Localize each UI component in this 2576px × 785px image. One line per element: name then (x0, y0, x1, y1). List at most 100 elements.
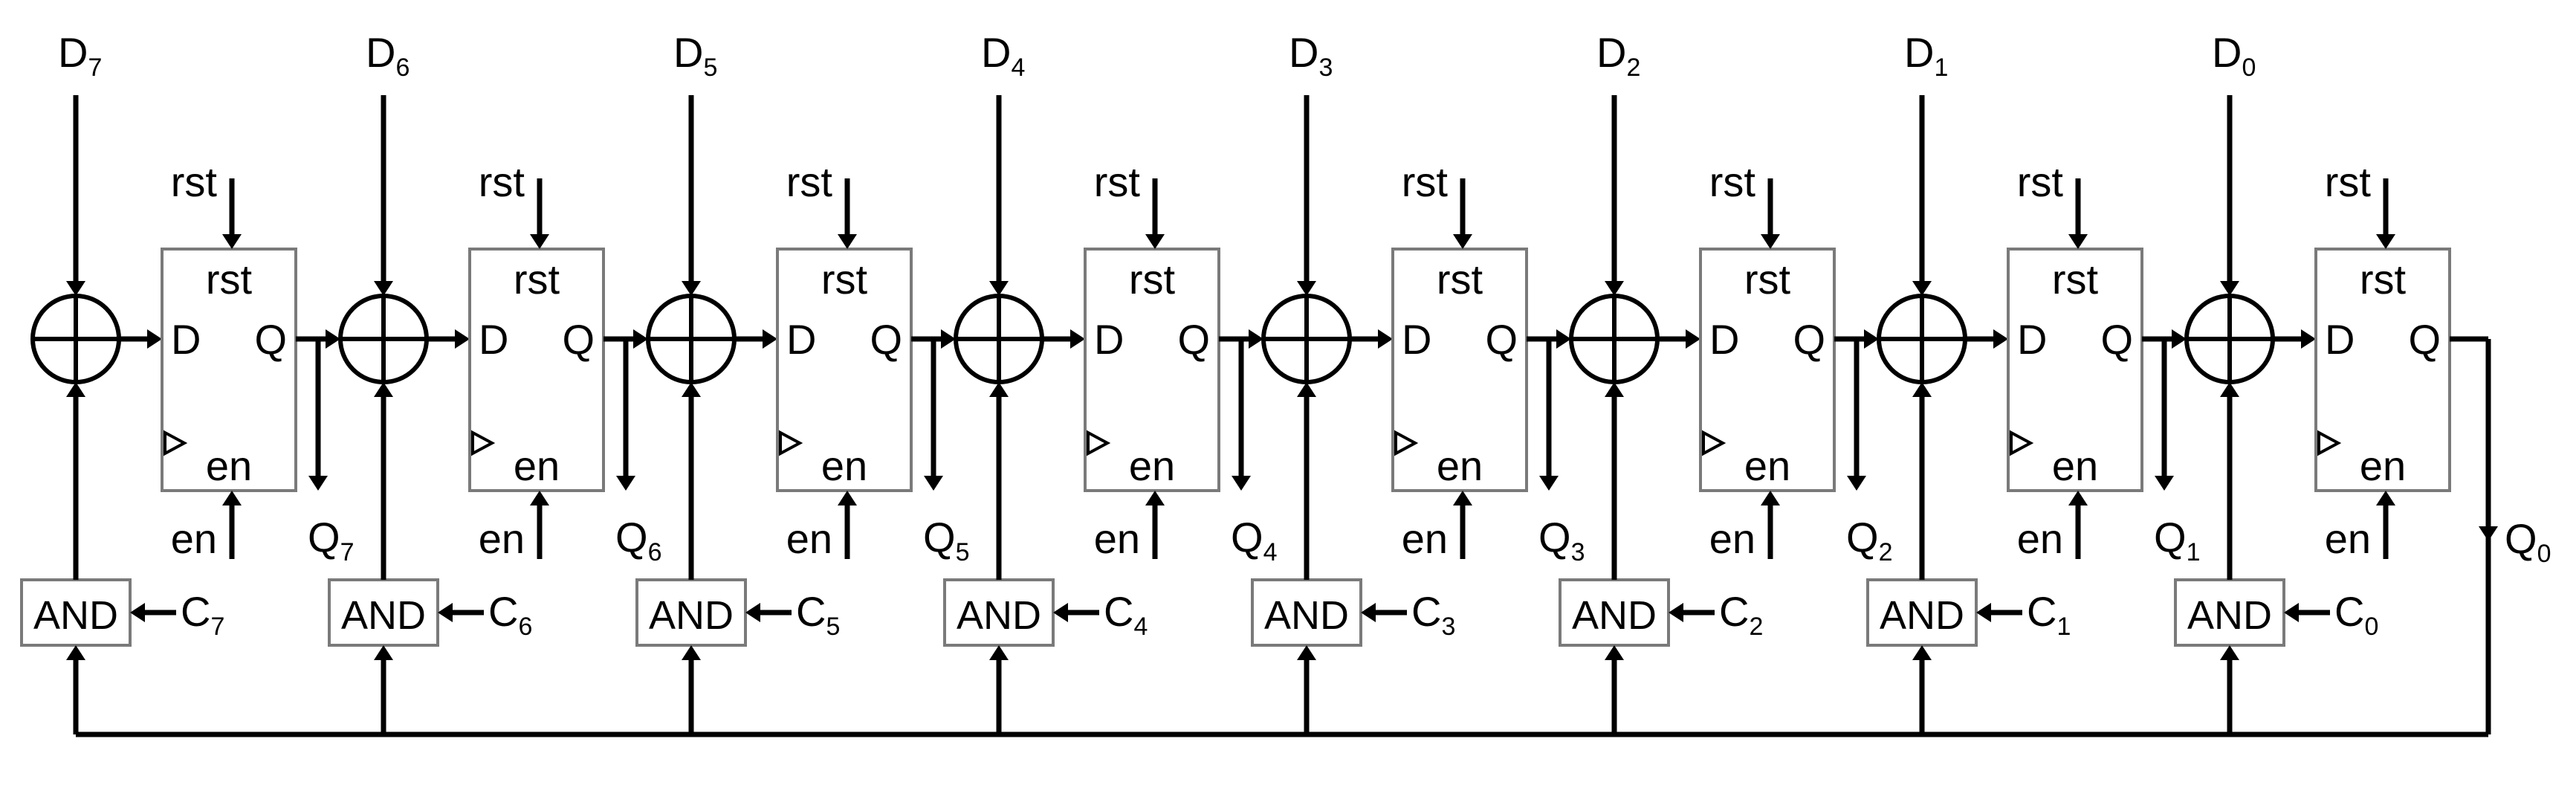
flip-flop-en-port-2: en (1744, 442, 1790, 489)
flip-flop-rst-port-4: rst (1129, 256, 1176, 303)
flip-flop-d-port-1: D (2017, 316, 2047, 363)
data-input-arrow-6 (374, 281, 393, 296)
xor-to-ff-arrow-6 (455, 329, 470, 349)
and-to-xor-arrow-3 (1297, 382, 1316, 397)
flip-flop-q-port-4: Q (1177, 316, 1210, 363)
flip-flop-en-port-0: en (2360, 442, 2406, 489)
xor-to-ff-arrow-4 (1070, 329, 1085, 349)
coefficient-label-7: C7 (181, 588, 224, 641)
xor-to-ff-arrow-3 (1378, 329, 1393, 349)
rst-input-arrow-7 (222, 234, 242, 249)
rst-input-arrow-2 (1761, 234, 1780, 249)
rst-input-label-0: rst (2325, 158, 2372, 205)
xor-to-ff-arrow-2 (1686, 329, 1700, 349)
flip-flop-q-port-5: Q (870, 316, 902, 363)
rst-input-arrow-1 (2068, 234, 2088, 249)
flip-flop-q-port-3: Q (1485, 316, 1518, 363)
flip-flop-7 (161, 248, 297, 492)
and-gate-label-4: AND (957, 593, 1041, 638)
flip-flop-2 (1699, 248, 1836, 492)
rst-input-arrow-4 (1145, 234, 1165, 249)
clock-triangle-icon-0 (2317, 430, 2342, 456)
flip-flop-rst-port-3: rst (1437, 256, 1483, 303)
coefficient-label-3: C3 (1411, 588, 1455, 641)
flip-flop-rst-port-2: rst (1744, 256, 1791, 303)
flip-flop-en-port-3: en (1437, 442, 1483, 489)
coefficient-label-4: C4 (1104, 588, 1148, 641)
flip-flop-rst-port-0: rst (2360, 256, 2407, 303)
q-output-label-7: Q7 (308, 514, 354, 566)
q-output-label-6: Q6 (615, 514, 661, 566)
q-output-arrow-2 (1847, 476, 1866, 491)
rst-input-label-5: rst (786, 158, 833, 205)
flip-flop-q-port-7: Q (254, 316, 287, 363)
q-output-label-2: Q2 (1846, 514, 1892, 566)
data-input-label-1: D1 (1904, 29, 1948, 82)
en-input-label-3: en (1402, 515, 1448, 562)
en-input-label-0: en (2325, 515, 2371, 562)
q-last-arrow-0 (2479, 526, 2498, 541)
en-input-label-1: en (2017, 515, 2063, 562)
flip-flop-en-port-5: en (821, 442, 867, 489)
flip-flop-d-port-4: D (1094, 316, 1124, 363)
rst-input-label-3: rst (1402, 158, 1449, 205)
q-output-arrow-1 (2155, 476, 2174, 491)
data-input-arrow-5 (682, 281, 701, 296)
en-input-arrow-6 (530, 491, 549, 505)
data-input-arrow-3 (1297, 281, 1316, 296)
en-input-arrow-1 (2068, 491, 2088, 505)
flip-flop-4 (1084, 248, 1220, 492)
flip-flop-d-port-7: D (171, 316, 201, 363)
coefficient-label-5: C5 (796, 588, 840, 641)
flip-flop-q-port-1: Q (2100, 316, 2133, 363)
and-gate-label-2: AND (1572, 593, 1657, 638)
q-output-arrow-3 (1539, 476, 1559, 491)
q-output-arrow-5 (924, 476, 943, 491)
coefficient-arrow-6 (438, 603, 453, 622)
and-gate-1 (1866, 578, 1978, 647)
en-input-label-2: en (1709, 515, 1755, 562)
and-to-xor-arrow-5 (682, 382, 701, 397)
data-input-arrow-0 (2220, 281, 2239, 296)
and-gate-label-7: AND (33, 593, 118, 638)
data-input-arrow-7 (66, 281, 85, 296)
q-forward-arrow-7 (326, 329, 340, 349)
flip-flop-q-port-6: Q (562, 316, 595, 363)
flip-flop-d-port-6: D (479, 316, 508, 363)
coefficient-arrow-4 (1053, 603, 1068, 622)
data-input-arrow-1 (1912, 281, 1932, 296)
data-input-label-3: D3 (1289, 29, 1333, 82)
data-input-label-6: D6 (366, 29, 410, 82)
clock-triangle-icon-3 (1394, 430, 1419, 456)
q-forward-arrow-6 (633, 329, 648, 349)
and-gate-label-0: AND (2187, 593, 2272, 638)
rst-input-arrow-0 (2376, 234, 2395, 249)
q-output-label-1: Q1 (2154, 514, 2200, 566)
en-input-label-5: en (786, 515, 832, 562)
coefficient-label-2: C2 (1719, 588, 1763, 641)
clock-triangle-icon-6 (471, 430, 496, 456)
flip-flop-d-port-5: D (786, 316, 816, 363)
coefficient-label-1: C1 (2027, 588, 2071, 641)
flip-flop-rst-port-6: rst (514, 256, 560, 303)
and-to-xor-arrow-0 (2220, 382, 2239, 397)
q-output-label-4: Q4 (1231, 514, 1277, 566)
clock-triangle-icon-4 (1087, 430, 1111, 456)
coefficient-label-0: C0 (2334, 588, 2378, 641)
feedback-to-and-arrow-7 (66, 645, 85, 660)
and-to-xor-arrow-4 (989, 382, 1009, 397)
flip-flop-en-port-4: en (1129, 442, 1175, 489)
and-gate-label-5: AND (649, 593, 734, 638)
q-forward-arrow-2 (1864, 329, 1879, 349)
data-input-label-2: D2 (1596, 29, 1640, 82)
q-output-label-0: Q0 (2505, 515, 2551, 568)
coefficient-arrow-5 (745, 603, 760, 622)
and-to-xor-arrow-6 (374, 382, 393, 397)
rst-input-arrow-5 (838, 234, 857, 249)
clock-triangle-icon-7 (164, 430, 188, 456)
flip-flop-1 (2007, 248, 2143, 492)
flip-flop-q-port-2: Q (1793, 316, 1825, 363)
feedback-to-and-arrow-5 (682, 645, 701, 660)
and-gate-label-1: AND (1880, 593, 1964, 638)
and-gate-label-3: AND (1264, 593, 1349, 638)
